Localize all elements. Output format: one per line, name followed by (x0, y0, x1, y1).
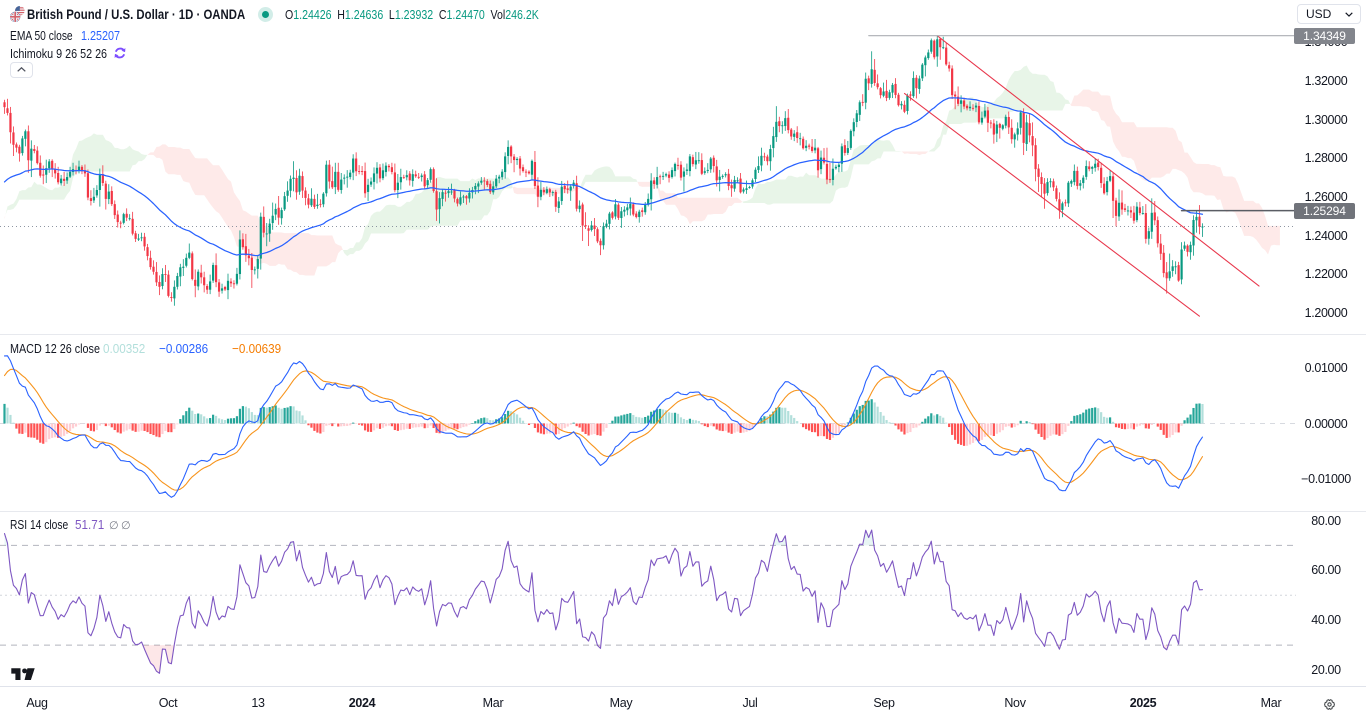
price-axis-label: 1.32000 (1304, 74, 1348, 89)
price-axis-label: 1.22000 (1304, 267, 1348, 282)
chevron-down-icon (1345, 11, 1353, 17)
price-axis-label: 1.28000 (1304, 151, 1348, 166)
price-axis-label: 1.30000 (1304, 112, 1348, 127)
status-dot-halo (258, 7, 273, 22)
macd-line-value: −0.00286 (159, 340, 209, 356)
main-legend: British Pound / U.S. Dollar · 1D · OANDA… (9, 5, 630, 85)
macd-signal-value: −0.00639 (232, 340, 282, 356)
time-axis-label: Sep (872, 696, 895, 710)
high-value: 1.24636 (344, 7, 383, 22)
symbol-row: British Pound / U.S. Dollar · 1D · OANDA… (10, 5, 630, 24)
time-axis-label: Jul (741, 696, 758, 710)
low-value: 1.23932 (394, 7, 433, 22)
time-axis-label: May (610, 696, 633, 710)
ohlcv-group: C1.24470 (438, 7, 484, 22)
time-axis-label: Mar (482, 696, 504, 710)
title-separator: · (171, 6, 176, 22)
ohlcv-group: O1.24426 (285, 7, 332, 22)
price-axis-label: 1.24000 (1304, 228, 1348, 243)
ichimoku-label: Ichimoku 9 26 52 26 (10, 45, 108, 61)
loading-spinner-icon (114, 47, 126, 58)
ohlcv-group: L1.23932 (388, 7, 432, 22)
title-separator: · (195, 6, 200, 22)
time-axis-label: Nov (1004, 696, 1026, 710)
open-label: O (284, 7, 293, 22)
market-status-icon[interactable] (258, 7, 273, 22)
symbol-title[interactable]: British Pound / U.S. Dollar · 1D · OANDA (27, 6, 245, 22)
symbol-name: British Pound / U.S. Dollar (26, 6, 169, 22)
macd-axis-label: 0.01000 (1304, 361, 1348, 375)
ohlcv-values: O1.24426 H1.24636 L1.23932 C1.24470 Vol2… (285, 7, 545, 22)
close-value: 1.24470 (445, 7, 485, 22)
time-axis-label: Mar (1260, 696, 1282, 710)
time-axis-label: Oct (159, 696, 178, 710)
rsi-axis-label: 80.00 (1311, 513, 1341, 528)
volume-value: 246.2K (504, 7, 539, 22)
high-label: H (336, 7, 345, 22)
ema-value: 1.25207 (81, 28, 121, 43)
rsi-label: RSI 14 close (10, 517, 69, 532)
time-axis-label: Aug (26, 696, 49, 710)
rsi-empty-value-2: ∅ (121, 519, 131, 532)
time-axis-label: 13 (251, 696, 265, 710)
gear-icon[interactable] (1323, 698, 1336, 711)
currency-selector[interactable]: USD (1297, 4, 1361, 24)
close-label: C (438, 7, 446, 22)
open-value: 1.24426 (292, 7, 332, 22)
rsi-axis-label: 60.00 (1311, 563, 1341, 578)
gb-us-flag-icon (10, 6, 25, 22)
macd-hist-value: 0.00352 (103, 340, 146, 356)
currency-label: USD (1306, 7, 1332, 21)
ohlcv-group: H1.24636 (337, 7, 383, 22)
price-axis[interactable]: 1.340001.320001.300001.280001.260001.240… (1293, 0, 1366, 686)
macd-axis-label: −0.01000 (1301, 472, 1351, 486)
price-axis-label: 1.26000 (1304, 189, 1348, 204)
macd-legend[interactable]: MACD 12 26 close 0.00352 −0.00286 −0.006… (10, 341, 330, 357)
rsi-value: 51.71 (75, 517, 105, 532)
rsi-legend[interactable]: RSI 14 close 51.71 ∅ ∅ (10, 517, 230, 533)
time-axis-label: 2025 (1129, 696, 1157, 710)
volume-label: Vol (489, 7, 505, 22)
chevron-up-icon (16, 67, 26, 72)
exchange-label: OANDA (202, 6, 245, 22)
low-label: L (388, 7, 395, 22)
price-level-badge[interactable]: 1.34349 (1293, 27, 1355, 44)
tradingview-logo[interactable] (11, 667, 35, 681)
interval-label: 1D (178, 6, 193, 22)
rsi-axis-label: 40.00 (1311, 613, 1341, 628)
macd-axis-label: 0.00000 (1304, 416, 1348, 431)
ema-label: EMA 50 close (10, 28, 73, 43)
status-dot-core (262, 11, 269, 18)
macd-label: MACD 12 26 close (10, 340, 100, 356)
time-axis[interactable]: Aug Oct 13 2024 Mar May Jul Sep Nov 2025 Mar (0, 686, 1366, 719)
collapse-pane-button[interactable] (9, 61, 33, 78)
time-axis-label: 2024 (348, 696, 376, 710)
price-level-badge[interactable]: 1.25294 (1293, 202, 1355, 219)
rsi-axis-label: 20.00 (1311, 663, 1341, 677)
ohlcv-group: Vol246.2K (490, 7, 538, 22)
price-axis-label: 1.20000 (1304, 305, 1348, 320)
rsi-empty-value-1: ∅ (109, 519, 119, 532)
